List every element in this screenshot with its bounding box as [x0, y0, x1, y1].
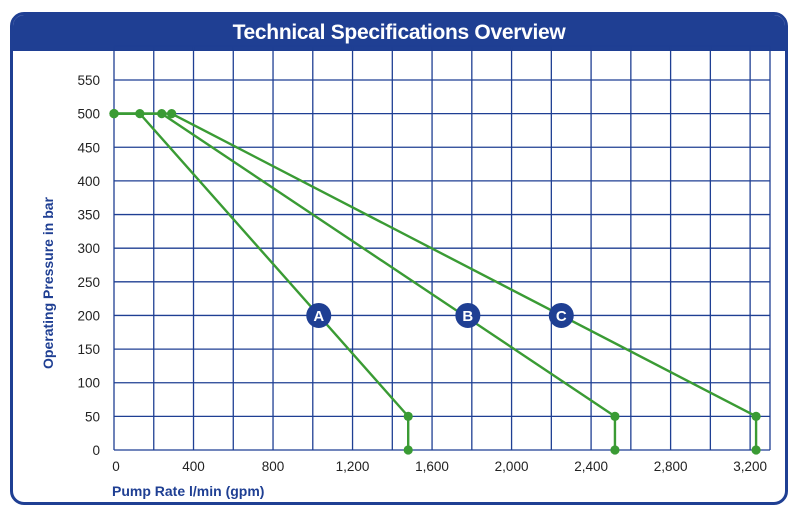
x-tick-label: 1,200 — [336, 459, 370, 474]
series-badge-c — [548, 302, 574, 328]
series-point-c — [751, 445, 761, 455]
chart-title: Technical Specifications Overview — [232, 21, 566, 44]
y-axis-label: Operating Pressure in bar — [40, 196, 56, 368]
series-markers — [109, 109, 761, 455]
y-tick-label: 150 — [77, 342, 100, 357]
x-axis-label: Pump Rate l/min (gpm) — [112, 483, 264, 499]
x-tick-label: 2,000 — [495, 459, 529, 474]
series-badge-a — [306, 302, 332, 328]
x-tick-label: 2,800 — [654, 459, 688, 474]
y-tick-label: 200 — [77, 308, 100, 323]
y-tick-label: 350 — [77, 208, 100, 223]
series-point-b — [610, 445, 620, 455]
y-tick-label: 500 — [77, 107, 100, 122]
series-badge-b — [455, 302, 481, 328]
y-tick-label: 300 — [77, 241, 100, 256]
series-point-b — [157, 109, 167, 119]
x-tick-label: 0 — [112, 459, 120, 474]
series-point-a — [135, 109, 145, 119]
series-label-b: B — [462, 308, 473, 325]
series-label-c: C — [556, 308, 567, 325]
series-badges: A B C — [306, 302, 574, 328]
y-tick-label: 400 — [77, 174, 100, 189]
series-point-c — [751, 411, 761, 421]
y-tick-label: 450 — [77, 140, 100, 155]
y-tick-label: 50 — [85, 409, 100, 424]
series-label-a: A — [313, 308, 324, 325]
y-tick-label: 0 — [92, 443, 100, 458]
y-tick-label: 550 — [77, 73, 100, 88]
series-point-a — [403, 411, 413, 421]
y-tick-label: 250 — [77, 275, 100, 290]
grid — [113, 45, 771, 451]
tick-labels: 0 50 100 150 200 250 300 350 400 450 500 550 0 400 800… — [77, 73, 767, 474]
x-tick-label: 3,200 — [733, 459, 767, 474]
x-tick-label: 800 — [262, 459, 285, 474]
series-point-c — [167, 109, 177, 119]
series-point-a — [403, 445, 413, 455]
y-tick-label: 100 — [77, 376, 100, 391]
x-tick-label: 1,600 — [415, 459, 449, 474]
title-bar: Technical Specifications Overview — [13, 15, 785, 51]
x-tick-label: 2,400 — [574, 459, 608, 474]
x-tick-label: 400 — [182, 459, 205, 474]
chart-frame: Technical Specifications Overview — [10, 12, 788, 505]
series-point-c — [109, 109, 119, 119]
series-point-b — [610, 411, 620, 421]
